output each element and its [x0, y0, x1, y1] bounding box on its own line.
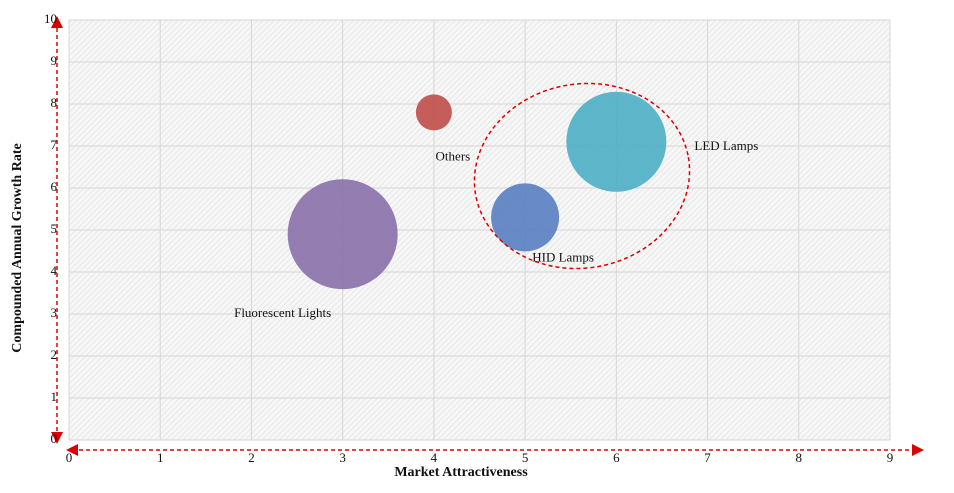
x-tick-label: 0	[66, 450, 73, 465]
x-axis-title: Market Attractiveness	[394, 465, 528, 480]
x-tick-label: 4	[431, 450, 438, 465]
x-tick-label: 8	[796, 450, 803, 465]
y-tick-label: 6	[51, 179, 58, 194]
bubble	[566, 91, 667, 192]
x-tick-label: 2	[248, 450, 255, 465]
y-tick-label: 10	[44, 11, 57, 26]
bubble	[415, 94, 452, 131]
y-tick-label: 4	[51, 263, 58, 278]
y-tick-label: 2	[51, 347, 58, 362]
y-tick-label: 5	[51, 221, 58, 236]
x-tick-label: 6	[613, 450, 620, 465]
y-tick-label: 8	[51, 95, 58, 110]
bubble-label: Fluorescent Lights	[234, 305, 331, 320]
bubble	[287, 179, 398, 290]
y-tick-label: 0	[51, 431, 58, 446]
bubble-label: LED Lamps	[694, 138, 758, 153]
y-axis-title: Compounded Annual Growth Rate	[10, 143, 25, 352]
x-tick-label: 7	[704, 450, 711, 465]
x-tick-label: 1	[157, 450, 164, 465]
y-tick-label: 1	[51, 389, 58, 404]
bubble-label: Others	[436, 148, 471, 163]
y-tick-label: 7	[51, 137, 58, 152]
highlight-ellipse	[473, 82, 691, 270]
bubble	[491, 183, 560, 252]
x-tick-label: 9	[887, 450, 894, 465]
y-tick-label: 9	[51, 53, 58, 68]
y-tick-label: 3	[51, 305, 58, 320]
x-tick-label: 3	[339, 450, 346, 465]
x-tick-label: 5	[522, 450, 529, 465]
bubble-label: HID Lamps	[532, 249, 594, 264]
